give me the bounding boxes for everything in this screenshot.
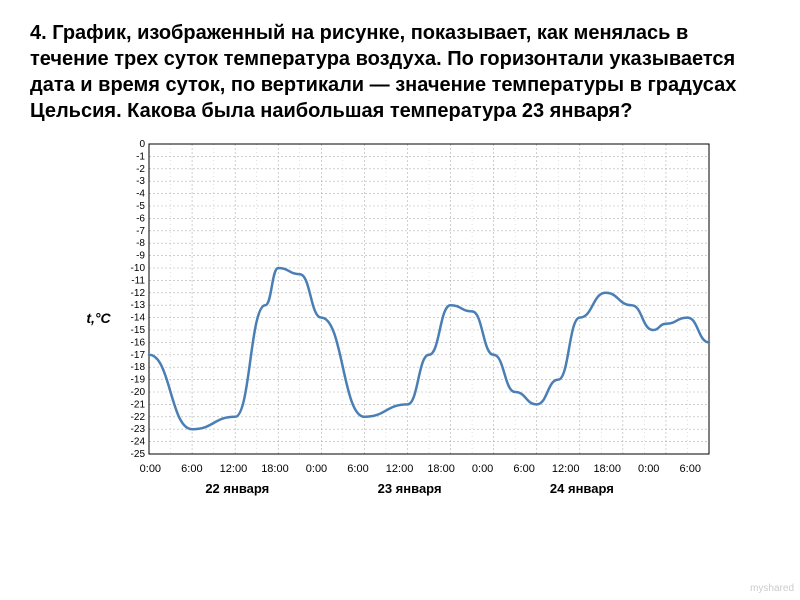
svg-text:-13: -13	[130, 300, 145, 311]
chart-container: t,°C 0-1-2-3-4-5-6-7-8-9-10-11-12-13-14-…	[86, 139, 713, 496]
x-date-label: 23 января	[323, 481, 495, 496]
x-tick-label: 18:00	[586, 463, 628, 475]
chart-wrap: t,°C 0-1-2-3-4-5-6-7-8-9-10-11-12-13-14-…	[30, 139, 770, 496]
x-tick-label: 18:00	[254, 463, 296, 475]
x-tick-label: 0:00	[462, 463, 504, 475]
y-axis-label: t,°C	[86, 310, 110, 326]
x-tick-label: 6:00	[670, 463, 712, 475]
x-tick-label: 0:00	[296, 463, 338, 475]
x-tick-label: 12:00	[379, 463, 421, 475]
x-date-label: 22 января	[151, 481, 323, 496]
svg-text:-19: -19	[130, 375, 145, 386]
svg-text:-22: -22	[130, 412, 145, 423]
svg-text:-11: -11	[131, 275, 145, 286]
svg-text:-18: -18	[130, 362, 145, 373]
problem-number: 4.	[30, 22, 47, 44]
svg-text:0: 0	[139, 139, 145, 150]
svg-text:-24: -24	[130, 437, 145, 448]
svg-text:-25: -25	[130, 449, 145, 459]
x-tick-label: 6:00	[503, 463, 545, 475]
problem-text: 4. График, изображенный на рисунке, пока…	[30, 20, 770, 124]
svg-text:-21: -21	[130, 399, 145, 410]
x-date-labels: 22 января23 января24 января	[151, 481, 711, 496]
svg-text:-15: -15	[130, 325, 145, 336]
svg-text:-9: -9	[136, 251, 145, 262]
watermark: myshared	[750, 583, 794, 594]
svg-text:-6: -6	[136, 213, 145, 224]
svg-text:-4: -4	[136, 189, 145, 200]
svg-text:-20: -20	[130, 387, 145, 398]
svg-text:-8: -8	[136, 238, 145, 249]
x-tick-label: 6:00	[171, 463, 213, 475]
x-tick-label: 18:00	[420, 463, 462, 475]
svg-text:-3: -3	[136, 176, 145, 187]
svg-text:-7: -7	[136, 226, 145, 237]
x-tick-label: 12:00	[545, 463, 587, 475]
svg-text:-1: -1	[136, 151, 145, 162]
x-date-label: 24 января	[496, 481, 668, 496]
temperature-chart: 0-1 -2-3 -4-5-6 -7-8 -9-10-11 -12-13 -14-15-16…	[119, 139, 714, 459]
svg-text:-2: -2	[136, 164, 145, 175]
x-tick-label: 6:00	[337, 463, 379, 475]
x-tick-label: 12:00	[213, 463, 255, 475]
x-time-labels: 0:006:0012:0018:000:006:0012:0018:000:00…	[151, 463, 711, 475]
plot-block: 0-1 -2-3 -4-5-6 -7-8 -9-10-11 -12-13 -14-15-16…	[119, 139, 714, 496]
svg-text:-23: -23	[130, 424, 145, 435]
svg-text:-10: -10	[130, 263, 145, 274]
svg-text:-17: -17	[130, 350, 145, 361]
svg-text:-16: -16	[130, 337, 145, 348]
svg-text:-14: -14	[130, 313, 145, 324]
x-tick-label: 0:00	[628, 463, 670, 475]
x-tick-label: 0:00	[130, 463, 172, 475]
svg-text:-12: -12	[130, 288, 145, 299]
svg-text:-5: -5	[136, 201, 145, 212]
problem-body: График, изображенный на рисунке, показыв…	[30, 22, 736, 122]
